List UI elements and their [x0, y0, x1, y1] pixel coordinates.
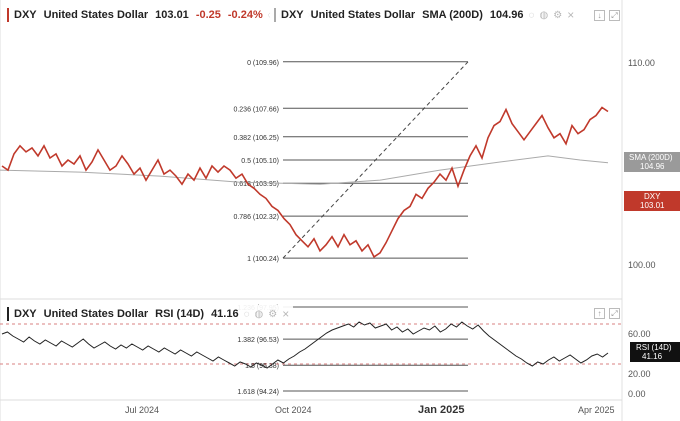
legend-price-color — [7, 8, 9, 22]
legend-price[interactable]: DXY United States Dollar 103.01 -0.25 -0… — [3, 6, 318, 24]
legend-price-last: 103.01 — [155, 9, 189, 21]
fib-label-8: 1.382 (96.53) — [237, 337, 279, 344]
price-line — [1, 106, 609, 259]
sma-settings-icon[interactable]: ⚙ — [553, 9, 563, 21]
rsi-value-label-box — [630, 342, 680, 362]
fib-label-2: 0.382 (106.25) — [233, 135, 279, 142]
rsi-bands — [0, 323, 622, 365]
sma-line — [0, 155, 609, 185]
fib-label-3: 0.5 (105.10) — [241, 158, 279, 165]
sma-price-label-box — [624, 152, 680, 172]
legend-sma-color — [274, 8, 276, 22]
rsi-value-label-value: 41.16 — [642, 352, 663, 361]
legend-sma-indicator: SMA (200D) — [422, 9, 483, 21]
rsi-line — [1, 321, 609, 369]
dxy-price-label-value: 103.01 — [640, 201, 665, 210]
fib-label-6: 1 (100.24) — [247, 256, 279, 263]
rsi-tick-0: 0.00 — [628, 389, 646, 399]
up-arrow-icon[interactable]: ↑ — [594, 308, 605, 319]
rsi-close-icon[interactable]: × — [282, 307, 290, 321]
x-tick-label-jan-2025: Jan 2025 — [418, 404, 464, 416]
legend-rsi[interactable]: DXY United States Dollar RSI (14D) 41.16… — [3, 305, 294, 323]
fibonacci-levels: 0 (109.96) 0.236 (107.66) 0.382 (106.25) 0.… — [233, 60, 469, 396]
legend-rsi-name: United States Dollar — [43, 308, 149, 320]
dxy-price-label-title: DXY — [644, 192, 661, 201]
sma-price-label-value: 104.96 — [640, 162, 665, 171]
pane-controls-rsi: ↑ ⤢ — [594, 308, 620, 319]
legend-price-symbol: DXY — [14, 9, 37, 21]
fib-label-1: 0.236 (107.66) — [233, 106, 279, 113]
rsi-expand-icon[interactable]: ⤢ — [609, 308, 620, 319]
rsi-brush-icon[interactable]: ◍ — [254, 308, 264, 320]
fib-label-4: 0.618 (103.95) — [233, 181, 279, 188]
fib-label-0: 0 (109.96) — [247, 60, 279, 67]
legend-sma-value: 104.96 — [489, 9, 524, 21]
dxy-price-label-box — [624, 191, 680, 211]
sma-eye-icon[interactable]: ◌ — [528, 9, 535, 21]
legend-rsi-indicator: RSI (14D) — [155, 308, 205, 320]
rsi-tick-60: 60.00 — [628, 329, 651, 339]
rsi-eye-icon[interactable]: ◌ — [243, 308, 250, 320]
fib-trend-line — [282, 61, 469, 259]
rsi-value-label-title: RSI (14D) — [636, 343, 672, 352]
x-tick-label-apr-2025: Apr 2025 — [578, 405, 615, 415]
legend-sma-name: United States Dollar — [310, 9, 416, 21]
expand-icon[interactable]: ⤢ — [609, 10, 620, 21]
sma-price-label-title: SMA (200D) — [629, 153, 673, 162]
legend-price-change-pct: -0.24% — [227, 9, 263, 21]
y-tick-label-110: 110.00 — [628, 58, 655, 68]
rsi-tick-20: 20.00 — [628, 369, 651, 379]
rsi-settings-icon[interactable]: ⚙ — [268, 308, 278, 320]
series-lines — [0, 106, 609, 369]
down-arrow-icon[interactable]: ↓ — [594, 10, 605, 21]
fib-label-10: 1.618 (94.24) — [237, 389, 279, 396]
x-tick-label-jul-2024: Jul 2024 — [125, 405, 159, 415]
fib-label-9: 1.5 (95.38) — [245, 363, 279, 370]
legend-sma[interactable]: DXY United States Dollar SMA (200D) 104.… — [270, 6, 579, 24]
x-tick-label-oct-2024: Oct 2024 — [275, 405, 312, 415]
fib-label-5: 0.786 (102.32) — [233, 214, 279, 221]
legend-price-change: -0.25 — [195, 9, 221, 21]
legend-sma-symbol: DXY — [281, 9, 304, 21]
y-tick-label-100: 100.00 — [628, 260, 656, 270]
legend-rsi-color — [7, 307, 9, 321]
legend-price-name: United States Dollar — [43, 9, 149, 21]
sma-close-icon[interactable]: × — [567, 8, 575, 22]
sma-brush-icon[interactable]: ◍ — [539, 9, 549, 21]
legend-rsi-symbol: DXY — [14, 308, 37, 320]
legend-rsi-value: 41.16 — [211, 308, 239, 320]
pane-controls-top: ↓ ⤢ — [594, 10, 620, 21]
